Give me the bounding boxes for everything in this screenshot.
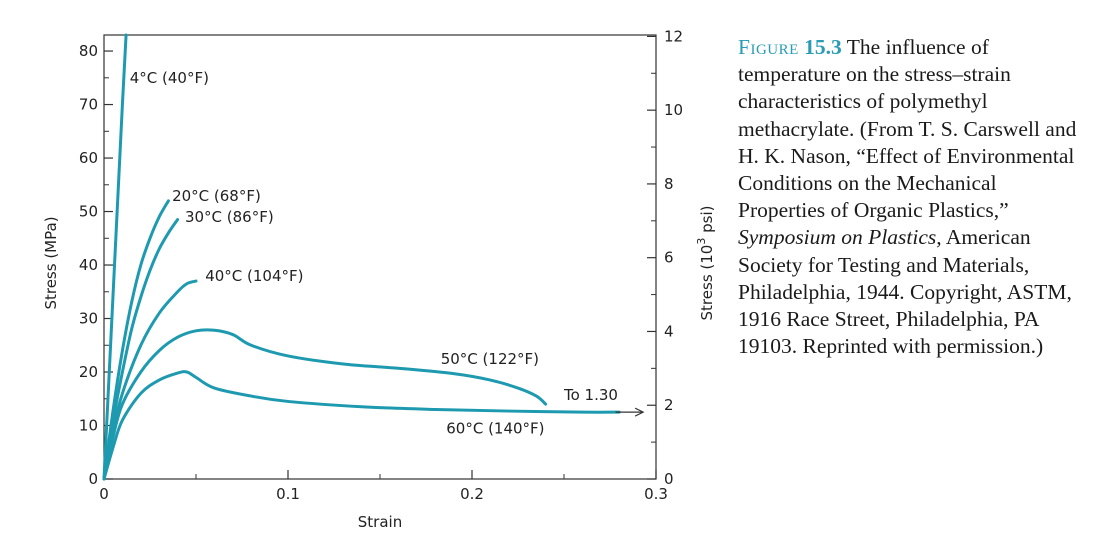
series-curve-2 [102,218,180,481]
y2-tick-label: 8 [664,175,674,193]
y2-tick-label: 12 [664,27,683,45]
figure-number: 15.3 [804,35,842,59]
series-label-0: 4°C (40°F) [130,69,209,87]
series-curve-4 [102,328,548,481]
series-label-1: 20°C (68°F) [172,187,261,205]
figure-caption: Figure 15.3 The influence of temperature… [738,34,1083,360]
x-tick-label: 0 [99,485,109,503]
series-curve-1 [102,199,170,481]
series-curve-0 [102,33,128,481]
x-axis-label: Strain [358,513,402,531]
caption-text-main: The influence of temperature on the stre… [738,35,1077,223]
annotation-arrow-head [634,407,645,417]
curves [102,33,621,481]
y-tick-label: 0 [88,470,98,488]
y-tick-label: 40 [79,256,98,274]
annotation: To 1.30 [563,386,645,417]
y-tick-label: 70 [79,96,98,114]
figure-label: Figure [738,35,799,59]
y2-axis-label-sup: 3 [695,238,708,245]
series-labels: 4°C (40°F) 20°C (68°F) 30°C (86°F) 40°C (10… [130,69,545,437]
x-tick-label: 0.3 [644,485,668,503]
y-tick-label: 20 [79,363,98,381]
y2-axis-label: Stress (103 psi) [695,206,716,321]
y2-axis-label-tail: psi) [698,206,716,238]
y-tick-label: 50 [79,203,98,221]
y2-tick-label: 0 [664,470,674,488]
caption-text-tail: American Society for Testing and Materia… [738,225,1072,359]
y2-tick-label: 6 [664,249,674,267]
x-tick-label: 0.1 [276,485,300,503]
caption-text-italic: Symposium on Plastics, [738,225,942,250]
series-label-2: 30°C (86°F) [185,208,274,226]
series-label-4: 50°C (122°F) [441,350,539,368]
series-curve-5 [102,370,621,481]
series-label-3: 40°C (104°F) [205,267,303,285]
y2-tick-label: 4 [664,322,674,340]
y-tick-label: 80 [79,42,98,60]
y-tick-label: 60 [79,149,98,167]
x-tick-label: 0.2 [460,485,484,503]
y-axis-label: Stress (MPa) [42,216,60,309]
y2-tick-label: 10 [664,101,683,119]
y2-tick-label: 2 [664,396,674,414]
y-tick-label: 10 [79,417,98,435]
annotation-label: To 1.30 [563,386,618,404]
y2-axis-label-main: Stress (10 [698,245,716,321]
series-label-5: 60°C (140°F) [446,420,544,438]
y-tick-label: 30 [79,310,98,328]
